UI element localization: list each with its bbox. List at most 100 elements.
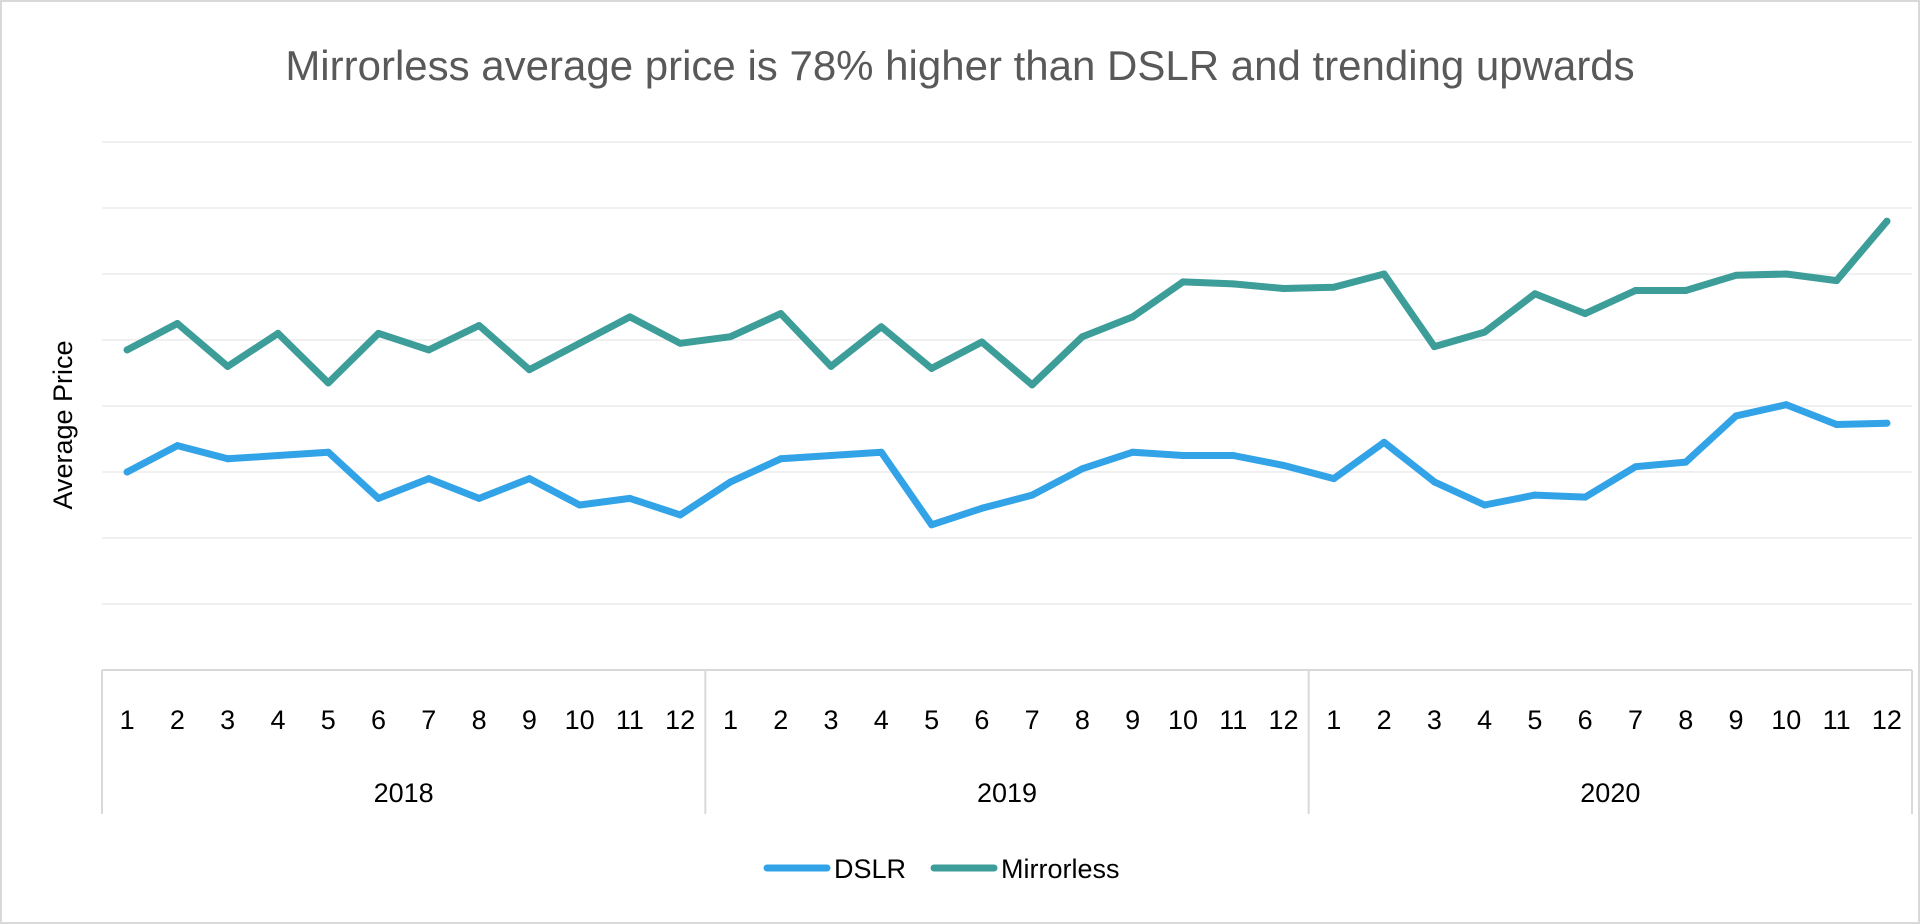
data-point-mirrorless xyxy=(1883,217,1891,225)
x-group-label: 2019 xyxy=(977,778,1037,808)
data-point-mirrorless xyxy=(576,339,584,347)
x-tick-label: 4 xyxy=(270,705,285,735)
x-tick-label: 3 xyxy=(1427,705,1442,735)
data-point-mirrorless xyxy=(1179,278,1187,286)
x-tick-label: 10 xyxy=(1771,705,1801,735)
data-point-dslr xyxy=(1028,491,1036,499)
data-point-dslr xyxy=(1430,478,1438,486)
data-point-dslr xyxy=(1732,412,1740,420)
data-point-mirrorless xyxy=(1531,290,1539,298)
data-point-dslr xyxy=(726,478,734,486)
data-point-mirrorless xyxy=(1682,287,1690,294)
data-point-mirrorless xyxy=(1481,328,1489,336)
x-axis: 1 2 3 4 5 6 7 8 9 10 11 12 1 2 3 4 5 6 7 8 9 10 11 12 1 2 3 4 5 6 7 8 9 1… xyxy=(101,669,1913,814)
y-axis-label: Average Price xyxy=(48,340,78,509)
data-point-mirrorless xyxy=(1078,333,1086,341)
data-point-mirrorless xyxy=(425,346,433,354)
data-point-dslr xyxy=(274,452,282,459)
x-tick-label: 12 xyxy=(665,705,695,735)
data-point-dslr xyxy=(576,501,584,509)
x-tick-label: 11 xyxy=(616,705,644,735)
data-point-dslr xyxy=(224,455,232,463)
x-tick-label: 11 xyxy=(1823,705,1851,735)
data-point-mirrorless xyxy=(1129,313,1137,321)
data-point-mirrorless xyxy=(1280,285,1288,293)
data-point-mirrorless xyxy=(1732,271,1740,279)
data-point-mirrorless xyxy=(877,323,885,331)
data-point-dslr xyxy=(1179,452,1187,459)
data-point-mirrorless xyxy=(123,346,131,354)
data-point-mirrorless xyxy=(626,313,634,321)
data-point-dslr xyxy=(1833,420,1841,428)
data-point-dslr xyxy=(626,494,634,502)
data-point-mirrorless xyxy=(827,362,835,370)
legend: DSLR Mirrorless xyxy=(763,854,1120,884)
x-tick-label: 9 xyxy=(1729,705,1744,735)
data-point-dslr xyxy=(1280,461,1288,469)
legend-label-dslr: DSLR xyxy=(834,854,906,884)
x-tick-label: 8 xyxy=(1678,705,1693,735)
data-point-dslr xyxy=(1078,465,1086,473)
x-tick-label: 1 xyxy=(120,705,135,735)
x-tick-label: 4 xyxy=(874,705,889,735)
x-tick-label: 1 xyxy=(1326,705,1341,735)
data-point-mirrorless xyxy=(525,366,533,374)
data-point-dslr xyxy=(1481,501,1489,509)
data-point-dslr xyxy=(777,455,785,463)
series-line-mirrorless xyxy=(123,217,1891,389)
data-point-dslr xyxy=(375,494,383,502)
x-tick-label: 2 xyxy=(1377,705,1392,735)
x-tick-label: 7 xyxy=(421,705,436,735)
data-point-dslr xyxy=(1380,438,1388,446)
x-tick-label: 5 xyxy=(321,705,336,735)
data-point-dslr xyxy=(676,511,684,519)
x-tick-label: 8 xyxy=(472,705,487,735)
data-point-mirrorless xyxy=(726,333,734,341)
x-tick-label: 7 xyxy=(1025,705,1040,735)
x-tick-label: 9 xyxy=(1125,705,1140,735)
data-point-mirrorless xyxy=(224,362,232,370)
x-tick-label: 10 xyxy=(565,705,595,735)
data-point-dslr xyxy=(1229,452,1237,459)
x-tick-label: 7 xyxy=(1628,705,1643,735)
data-point-mirrorless xyxy=(1380,270,1388,278)
x-tick-label: 9 xyxy=(522,705,537,735)
gridlines xyxy=(102,141,1912,605)
data-point-dslr xyxy=(1581,493,1589,501)
data-point-mirrorless xyxy=(1581,310,1589,318)
x-tick-label: 5 xyxy=(924,705,939,735)
data-point-mirrorless xyxy=(777,310,785,318)
x-tick-label: 8 xyxy=(1075,705,1090,735)
data-point-dslr xyxy=(1883,419,1891,427)
data-point-dslr xyxy=(1531,491,1539,499)
data-point-dslr xyxy=(324,448,332,456)
data-point-dslr xyxy=(928,521,936,529)
data-point-mirrorless xyxy=(1028,381,1036,389)
chart-title: Mirrorless average price is 78% higher t… xyxy=(285,42,1634,89)
data-point-dslr xyxy=(123,468,131,476)
x-tick-label: 12 xyxy=(1269,705,1299,735)
data-point-dslr xyxy=(1330,475,1338,483)
data-point-dslr xyxy=(1782,401,1790,409)
data-point-mirrorless xyxy=(475,321,483,329)
data-point-mirrorless xyxy=(676,339,684,347)
data-point-dslr xyxy=(877,448,885,456)
series-lines xyxy=(123,217,1891,529)
data-point-dslr xyxy=(1631,463,1639,471)
data-point-dslr xyxy=(1129,448,1137,456)
data-point-dslr xyxy=(475,494,483,502)
data-point-mirrorless xyxy=(1833,277,1841,285)
x-tick-label: 10 xyxy=(1168,705,1198,735)
x-tick-label: 2 xyxy=(170,705,185,735)
x-tick-label: 5 xyxy=(1527,705,1542,735)
x-tick-label: 6 xyxy=(974,705,989,735)
x-tick-label: 2 xyxy=(773,705,788,735)
legend-label-mirrorless: Mirrorless xyxy=(1001,854,1120,884)
data-point-mirrorless xyxy=(1430,343,1438,351)
data-point-mirrorless xyxy=(1330,283,1338,291)
data-point-dslr xyxy=(173,442,181,450)
x-group-label: 2018 xyxy=(374,778,434,808)
data-point-mirrorless xyxy=(1631,287,1639,294)
data-point-mirrorless xyxy=(324,379,332,387)
